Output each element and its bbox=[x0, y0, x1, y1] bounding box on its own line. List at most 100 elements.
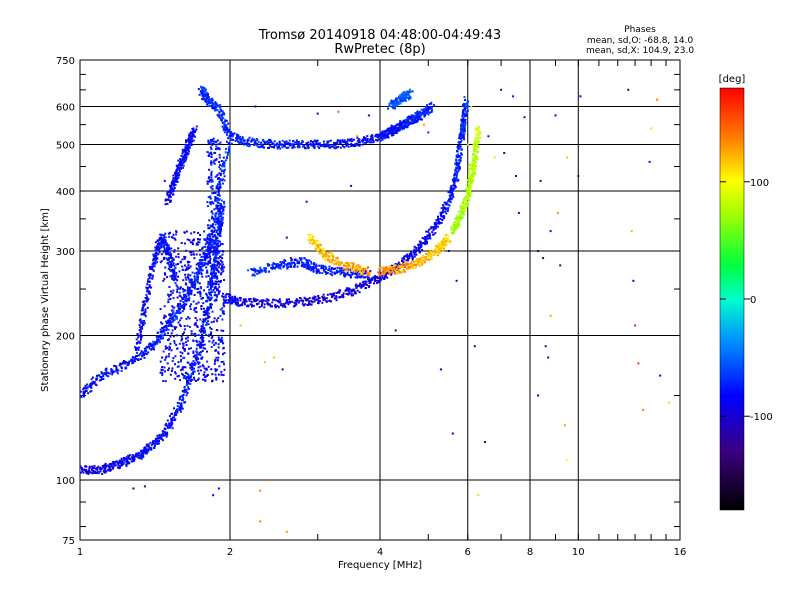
data-point bbox=[409, 265, 412, 268]
data-point bbox=[172, 181, 175, 184]
data-point bbox=[343, 141, 346, 143]
data-point bbox=[394, 107, 397, 110]
data-point bbox=[139, 353, 142, 356]
data-point bbox=[236, 302, 239, 305]
data-point bbox=[206, 307, 209, 310]
data-point bbox=[172, 233, 175, 236]
data-point bbox=[404, 98, 407, 101]
data-point bbox=[155, 249, 158, 252]
data-point bbox=[346, 264, 349, 267]
data-point bbox=[245, 300, 248, 303]
data-point bbox=[379, 276, 382, 279]
data-point bbox=[462, 205, 465, 208]
data-point bbox=[347, 145, 350, 148]
data-point bbox=[301, 303, 304, 306]
data-point bbox=[432, 229, 435, 232]
data-point bbox=[82, 471, 85, 474]
data-point bbox=[155, 245, 158, 248]
data-point bbox=[189, 382, 192, 385]
data-point bbox=[197, 275, 200, 278]
data-point bbox=[143, 322, 146, 325]
data-point bbox=[144, 446, 147, 449]
data-point bbox=[335, 295, 338, 298]
data-point bbox=[185, 149, 188, 152]
data-point bbox=[270, 305, 273, 308]
data-point bbox=[143, 451, 146, 454]
data-point bbox=[403, 255, 406, 258]
data-point bbox=[90, 383, 93, 386]
data-point bbox=[169, 200, 172, 203]
data-point bbox=[410, 118, 412, 121]
data-point bbox=[179, 160, 182, 163]
data-point bbox=[218, 215, 221, 218]
data-point bbox=[294, 141, 296, 144]
data-point bbox=[122, 463, 125, 465]
data-point bbox=[188, 137, 191, 140]
data-point bbox=[194, 283, 197, 286]
data-point bbox=[460, 210, 463, 213]
data-point bbox=[221, 164, 224, 167]
data-point bbox=[333, 259, 336, 262]
data-point bbox=[463, 127, 466, 130]
data-point bbox=[369, 279, 372, 282]
data-point bbox=[201, 89, 204, 92]
data-point bbox=[468, 180, 471, 183]
data-point bbox=[166, 191, 169, 194]
data-point bbox=[230, 133, 233, 136]
data-point bbox=[473, 153, 476, 156]
data-point bbox=[395, 123, 398, 126]
data-point bbox=[83, 468, 86, 471]
data-point bbox=[406, 116, 409, 119]
data-point bbox=[170, 321, 173, 324]
data-point bbox=[162, 432, 165, 435]
data-point bbox=[459, 128, 462, 131]
data-point bbox=[167, 426, 170, 429]
data-point bbox=[173, 340, 176, 343]
data-point bbox=[77, 473, 79, 475]
data-point bbox=[464, 99, 467, 101]
data-point bbox=[163, 256, 166, 259]
data-point bbox=[294, 304, 297, 307]
data-point bbox=[397, 100, 400, 103]
data-point bbox=[146, 296, 148, 299]
data-point bbox=[222, 270, 225, 273]
data-point bbox=[355, 142, 358, 145]
data-point bbox=[250, 268, 253, 271]
data-point bbox=[394, 103, 397, 106]
data-point bbox=[194, 335, 197, 338]
data-point bbox=[95, 378, 98, 381]
data-point bbox=[166, 433, 169, 436]
data-point bbox=[166, 262, 169, 264]
data-point bbox=[202, 98, 205, 101]
data-point bbox=[160, 253, 163, 256]
data-point bbox=[424, 240, 427, 243]
data-point bbox=[436, 249, 439, 252]
data-point bbox=[207, 316, 210, 319]
data-point bbox=[181, 310, 184, 313]
data-point bbox=[403, 269, 405, 271]
data-point bbox=[432, 104, 435, 107]
data-point bbox=[464, 206, 467, 209]
data-point bbox=[221, 216, 224, 219]
data-point bbox=[144, 348, 147, 351]
data-point bbox=[99, 375, 102, 378]
data-point bbox=[469, 182, 472, 185]
data-point bbox=[416, 110, 419, 113]
data-point bbox=[452, 195, 455, 198]
data-point bbox=[142, 449, 145, 452]
data-point bbox=[248, 299, 251, 302]
data-point bbox=[145, 293, 148, 296]
data-point bbox=[202, 319, 205, 322]
data-point bbox=[210, 296, 213, 299]
data-point bbox=[473, 161, 476, 164]
data-point bbox=[453, 224, 456, 227]
data-point bbox=[344, 289, 347, 292]
data-point bbox=[342, 267, 345, 270]
data-point bbox=[132, 458, 135, 461]
data-point bbox=[236, 137, 239, 140]
data-point bbox=[145, 452, 147, 455]
data-point bbox=[174, 327, 176, 330]
data-point bbox=[391, 270, 394, 273]
data-point bbox=[449, 189, 452, 192]
data-point bbox=[442, 216, 445, 219]
